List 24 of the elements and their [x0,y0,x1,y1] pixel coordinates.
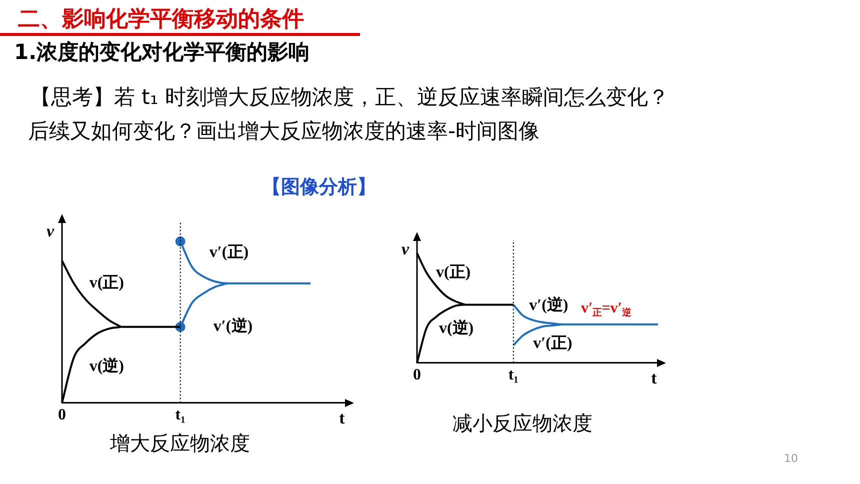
text: 二、影响化学平衡移动的条件 [18,6,304,34]
series-label: v′(正) [209,244,249,262]
text: 后续又如何变化？画出增大反应物浓度的速率-时间图像 [28,118,540,145]
series-label: v(正) [89,274,124,292]
x-axis-title: t [339,408,346,428]
series-label: v′(逆) [213,317,253,336]
x-tick-label: t₁ [508,366,519,384]
text: 1.浓度的变化对化学平衡的影响 [14,39,310,66]
text: 【图像分析】 [262,175,376,200]
x-axis-title: t [651,368,658,388]
x-tick-label: 0 [58,406,66,424]
series-label: v(正) [436,264,471,282]
text: 【思考】若 t₁ 时刻增大反应物浓度，正、逆反应速率瞬间怎么变化？ [30,84,670,111]
text: 10 [784,452,798,465]
y-axis-title: v [46,221,54,240]
series-label: v′(正) [533,335,572,352]
text: 减小反应物浓度 [452,410,594,437]
y-axis-title: v [401,239,410,258]
series-label: v(逆) [438,318,474,337]
series-label: v′(逆) [529,296,568,314]
x-tick-label: t₁ [175,406,186,424]
x-tick-label: 0 [413,366,421,384]
text: 增大反应物浓度 [109,430,251,457]
series-label: v(逆) [89,357,124,376]
